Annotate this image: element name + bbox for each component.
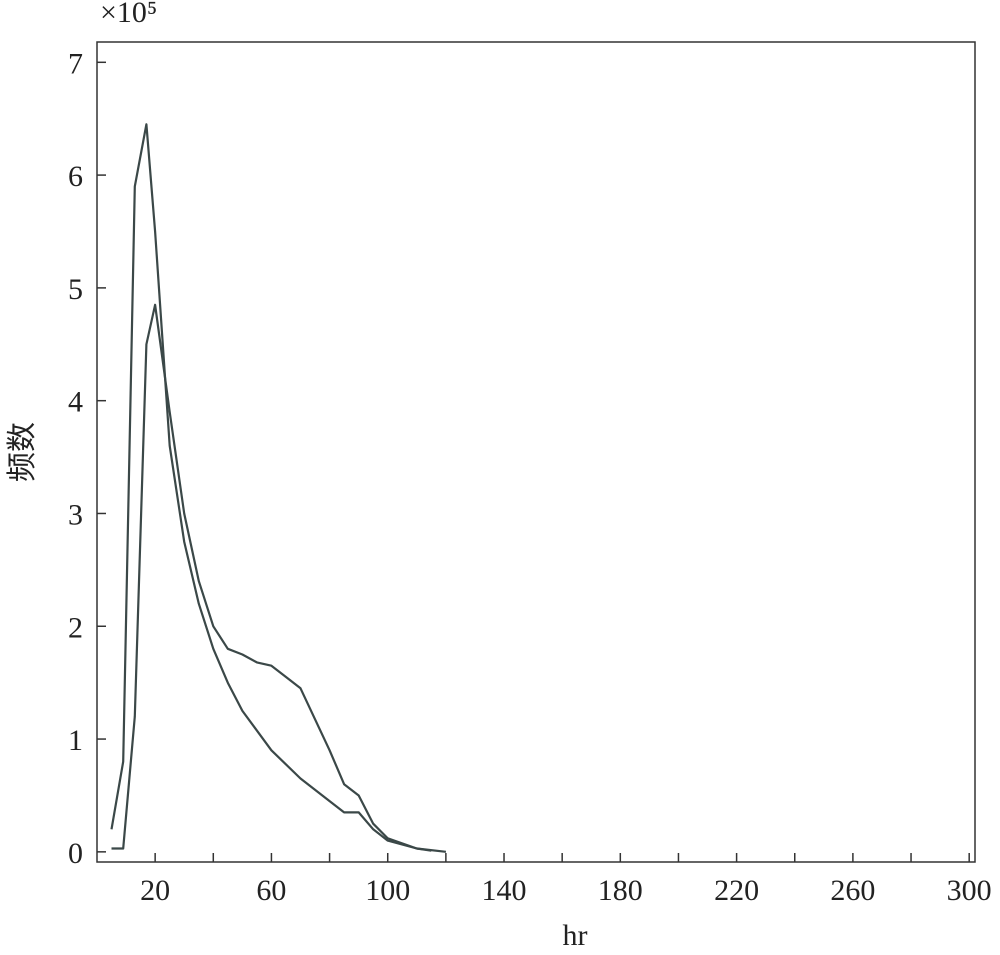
x-tick-label: 260	[830, 874, 875, 907]
y-tick-label: 1	[68, 724, 83, 757]
y-tick-label: 3	[68, 498, 83, 531]
y-tick-label: 4	[68, 386, 83, 419]
x-tick-label: 20	[140, 874, 170, 907]
x-tick-label: 100	[365, 874, 410, 907]
x-tick-label: 180	[598, 874, 643, 907]
data-line	[111, 303, 432, 852]
y-multiplier: ×10⁵	[100, 0, 157, 29]
y-tick-label: 6	[68, 160, 83, 193]
x-tick-label: 300	[947, 874, 992, 907]
data-line	[110, 123, 447, 853]
plot-frame	[96, 41, 976, 863]
x-tick-label: 60	[256, 874, 286, 907]
x-tick-label: 140	[482, 874, 527, 907]
y-tick-label: 5	[68, 273, 83, 306]
y-tick-label: 7	[68, 47, 83, 80]
y-tick-label: 0	[68, 837, 83, 870]
x-axis-label: hr	[563, 919, 588, 952]
x-tick-label: 220	[714, 874, 759, 907]
y-axis-label: 频数	[6, 422, 39, 482]
y-tick-label: 2	[68, 611, 83, 644]
